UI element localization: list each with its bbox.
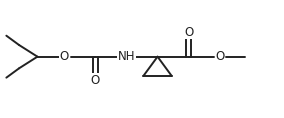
Text: O: O <box>215 50 224 63</box>
Text: O: O <box>184 26 193 39</box>
Text: O: O <box>91 74 100 87</box>
Text: NH: NH <box>118 50 135 63</box>
Text: O: O <box>60 50 69 63</box>
